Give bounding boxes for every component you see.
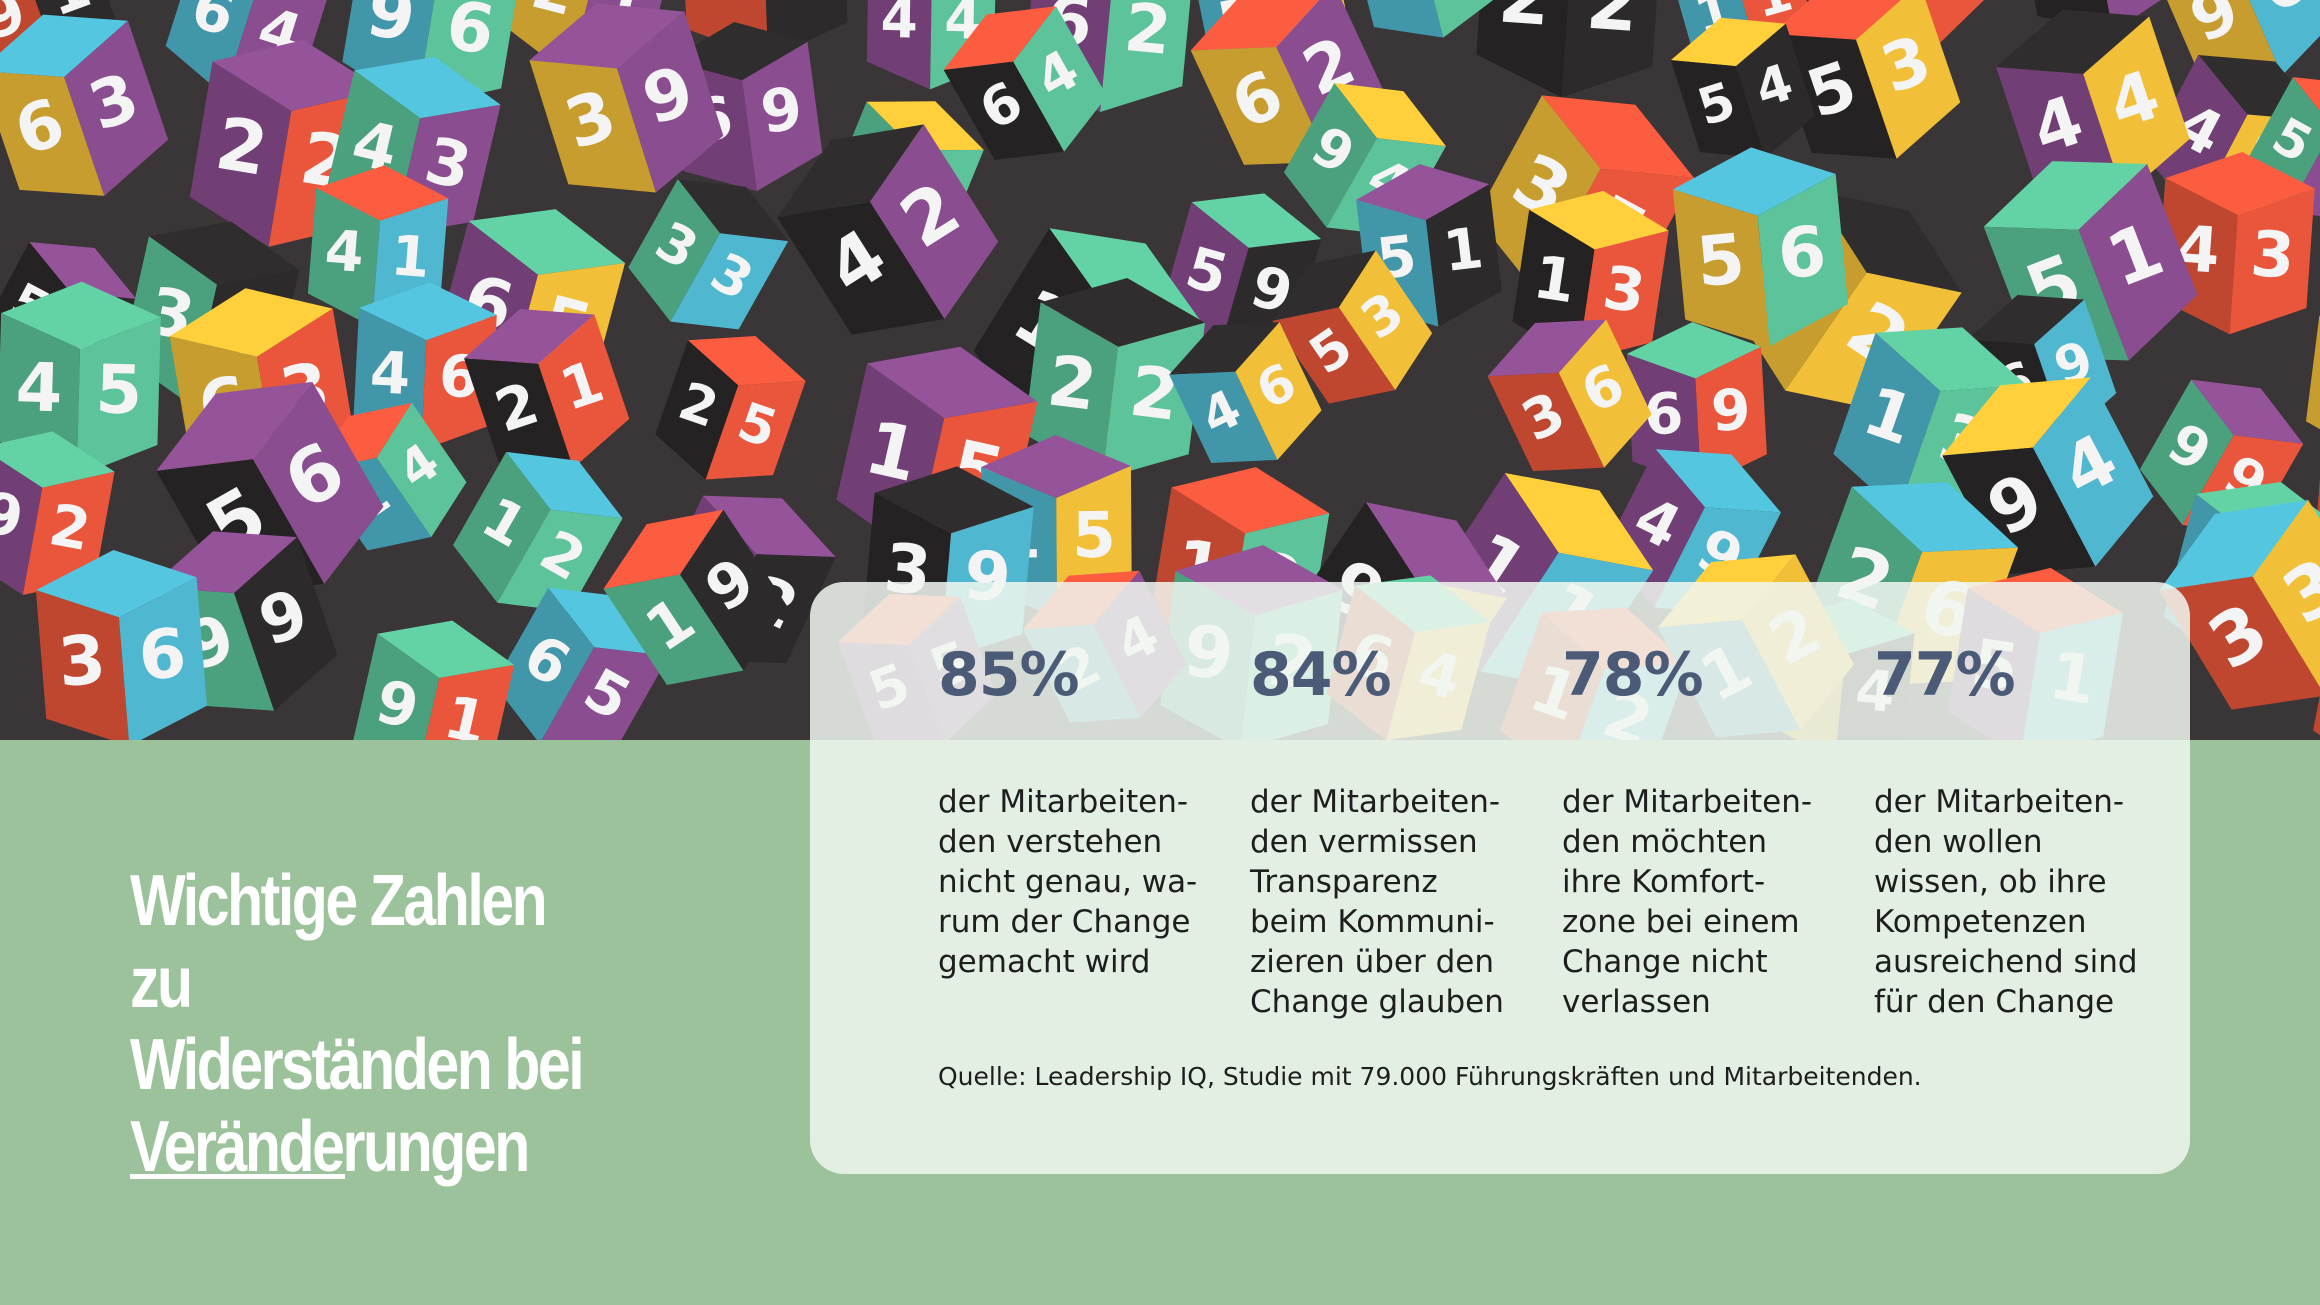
slide-title: Wichtige Zahlen zu Widerständen bei Verä… — [130, 861, 585, 1187]
number-cube: 65 — [493, 587, 669, 740]
stat-description: der Mitarbeiten- den vermissen Transpare… — [1250, 784, 1504, 1020]
number-cube: 22 — [1476, 0, 1662, 98]
svg-text:1: 1 — [389, 223, 433, 291]
svg-text:4: 4 — [15, 348, 64, 427]
svg-text:4: 4 — [880, 0, 918, 51]
svg-text:2: 2 — [1043, 340, 1101, 426]
number-cube: 36 — [1487, 319, 1652, 472]
number-cube: 64 — [943, 6, 1108, 160]
number-cube: 46 — [681, 0, 848, 60]
number-cube: 42 — [777, 124, 999, 335]
svg-text:3: 3 — [1599, 252, 1650, 326]
number-cube: 19 — [603, 509, 787, 685]
number-cube: 12 — [453, 451, 623, 612]
title-underline — [130, 1174, 345, 1179]
svg-text:4: 4 — [322, 218, 366, 286]
svg-text:4: 4 — [368, 338, 412, 408]
number-cube: 13 — [1348, 0, 1500, 38]
statistics-card: 85% der Mitarbeiten- den verstehen nicht… — [810, 582, 2190, 1174]
number-cube: 94 — [1942, 377, 2154, 575]
number-cube: 33 — [628, 179, 789, 330]
svg-text:5: 5 — [1072, 499, 1116, 572]
stat-description: der Mitarbeiten- den verstehen nicht gen… — [938, 784, 1198, 980]
number-cube: 53 — [1272, 250, 1433, 404]
number-cube: 34 — [2305, 296, 2320, 458]
stat-value: 85% — [938, 640, 1080, 710]
svg-text:1: 1 — [1529, 242, 1580, 316]
number-cube: 62 — [1190, 0, 1388, 165]
svg-text:1: 1 — [1440, 216, 1486, 285]
number-cube: 96 — [2152, 0, 2320, 77]
svg-text:3: 3 — [55, 619, 108, 702]
svg-text:6: 6 — [136, 613, 189, 696]
stat-3: 78% der Mitarbeiten- den möchten ihre Ko… — [1562, 640, 1852, 1022]
stat-value: 78% — [1562, 640, 1704, 710]
number-cube: 46 — [1169, 322, 1322, 463]
svg-text:5: 5 — [1693, 219, 1748, 303]
source-note: Quelle: Leadership IQ, Studie mit 79.000… — [938, 1062, 1922, 1091]
svg-text:9: 9 — [1709, 378, 1752, 445]
svg-text:5: 5 — [95, 350, 144, 429]
svg-text:2: 2 — [1121, 0, 1174, 70]
svg-text:4: 4 — [700, 0, 750, 13]
stat-1: 85% der Mitarbeiten- den verstehen nicht… — [938, 640, 1228, 982]
svg-text:2: 2 — [1496, 0, 1553, 43]
number-cube: 69 — [2016, 0, 2178, 32]
svg-text:2: 2 — [1125, 351, 1183, 437]
svg-text:9: 9 — [757, 74, 806, 147]
stat-value: 84% — [1250, 640, 1392, 710]
number-cube: 33 — [2159, 499, 2320, 710]
number-cubes-image: 4669211222131164966244115191965362435469… — [0, 0, 2320, 740]
svg-text:6: 6 — [780, 0, 830, 10]
svg-text:6: 6 — [1775, 211, 1830, 295]
stat-value: 77% — [1874, 640, 2016, 710]
stat-2: 84% der Mitarbeiten- den vermissen Trans… — [1250, 640, 1540, 1022]
stat-description: der Mitarbeiten- den möchten ihre Komfor… — [1562, 784, 1813, 1020]
stat-description: der Mitarbeiten- den wollen wissen, ob i… — [1874, 784, 2138, 1020]
svg-text:3: 3 — [2248, 217, 2297, 293]
svg-text:2: 2 — [1584, 0, 1641, 49]
stat-4: 77% der Mitarbeiten- den wollen wissen, … — [1874, 640, 2164, 1022]
